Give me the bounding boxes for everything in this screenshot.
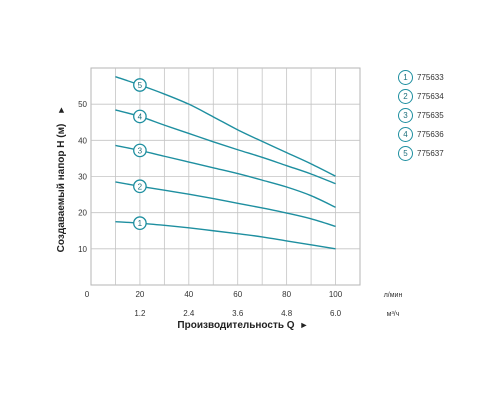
legend-marker-badge: 2	[398, 89, 413, 104]
series-marker-4	[133, 109, 147, 124]
y-axis-label: Создаваемый напор H (м)	[56, 124, 67, 253]
series-marker-5	[133, 78, 147, 92]
y-tick-label: 10	[78, 245, 87, 254]
legend-marker-badge: 3	[398, 108, 413, 123]
y-axis-title: Создаваемый напор H (м) ►	[56, 106, 67, 253]
x-axis-arrow: ►	[300, 320, 309, 330]
series-line-775635	[115, 144, 336, 208]
legend-item: 5 775637	[398, 144, 444, 163]
x-tick-label-bottom: 4.8	[281, 309, 293, 318]
x-tick-label-top: 100	[329, 290, 343, 299]
legend-label: 775636	[417, 130, 444, 139]
legend-item: 3 775635	[398, 106, 444, 125]
legend-label: 775637	[417, 149, 444, 158]
series-marker-label: 3	[138, 146, 143, 155]
legend: 1 775633 2 775634 3 775635 4 775636 5 77…	[398, 68, 444, 163]
legend-marker-badge: 4	[398, 127, 413, 142]
origin-label: 0	[85, 290, 90, 299]
legend-label: 775635	[417, 111, 444, 120]
series-marker-3	[133, 143, 147, 158]
x-tick-label-top: 20	[135, 290, 144, 299]
series-marker-label: 5	[138, 81, 143, 90]
curves	[115, 76, 336, 250]
x-tick-label-bottom: 6.0	[330, 309, 342, 318]
series-marker-label: 1	[138, 219, 143, 228]
x-axis-title: Производительность Q ►	[177, 320, 308, 331]
legend-item: 1 775633	[398, 68, 444, 87]
series-marker-2	[133, 179, 147, 194]
series-marker-label: 4	[138, 112, 143, 121]
series-line-775633	[115, 221, 336, 250]
x-unit-bottom-label: м³/ч	[387, 311, 400, 318]
x-tick-label-bottom: 3.6	[232, 309, 244, 318]
x-tick-label-top: 80	[282, 290, 291, 299]
series-line-775637	[115, 76, 336, 177]
x-unit-top-label: л/мин	[384, 292, 403, 299]
legend-item: 4 775636	[398, 125, 444, 144]
x-tick-label-bottom: 1.2	[134, 309, 146, 318]
series-line-775636	[115, 109, 336, 185]
legend-marker-badge: 1	[398, 70, 413, 85]
legend-item: 2 775634	[398, 87, 444, 106]
x-tick-label-bottom: 2.4	[183, 309, 195, 318]
grid	[90, 67, 361, 286]
series-line-775634	[115, 181, 336, 228]
series-marker-1	[133, 216, 147, 231]
x-tick-label-top: 40	[184, 290, 193, 299]
x-axis-label: Производительность Q	[177, 320, 294, 331]
y-tick-label: 40	[78, 136, 87, 145]
x-tick-label-top: 60	[233, 290, 242, 299]
y-tick-label: 50	[78, 100, 87, 109]
legend-marker-badge: 5	[398, 146, 413, 161]
y-tick-label: 30	[78, 173, 87, 182]
series-marker-label: 2	[138, 182, 143, 191]
legend-label: 775634	[417, 92, 444, 101]
curve-markers: 1 2 3 4 5	[133, 78, 147, 231]
legend-label: 775633	[417, 73, 444, 82]
y-tick-label: 20	[78, 209, 87, 218]
y-axis-arrow: ►	[56, 106, 66, 115]
